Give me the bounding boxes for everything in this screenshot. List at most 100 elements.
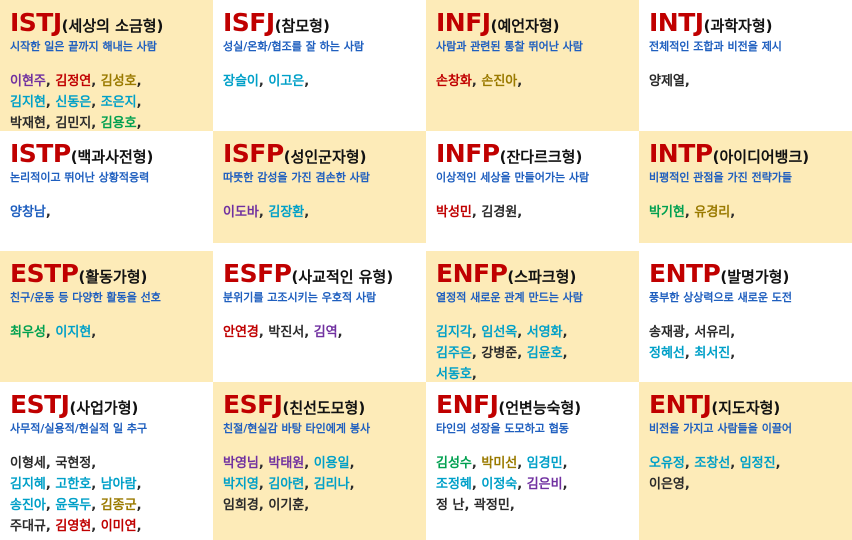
member-name: 이지현 <box>55 325 92 340</box>
member-name: 김아련 <box>268 477 305 492</box>
member-list: 박성민, 김경원, <box>436 202 633 223</box>
type-title: ISTP(백과사전형) <box>10 139 207 169</box>
member-row: 박기현, 유경리, <box>649 205 736 220</box>
type-description: 논리적이고 뛰어난 상황적응력 <box>10 171 150 184</box>
member-name: 이용일 <box>313 456 350 471</box>
type-description: 분위기를 고조시키는 우호적 사람 <box>223 291 377 304</box>
type-cell-estj: ESTJ(사업가형) 사무적/실용적/현실적 일 추구 이형세, 국현정, 김지혜,… <box>0 382 213 540</box>
member-name: 이도바 <box>223 205 259 220</box>
member-name: 송재광 <box>649 325 685 340</box>
member-name: 양제열 <box>649 74 685 89</box>
type-title: ESFJ(친선도모형) <box>223 390 420 420</box>
type-korean-name: (백과사전형) <box>70 148 154 166</box>
member-name: 김민지 <box>55 116 92 131</box>
type-description: 성실/온화/협조를 잘 하는 사람 <box>223 40 364 53</box>
member-row: 김지각, 임선옥, 서영화, <box>436 325 568 340</box>
type-title: INFJ(예언자형) <box>436 8 633 38</box>
member-name: 주대규 <box>10 519 46 534</box>
member-name: 김장환 <box>268 205 305 220</box>
member-name: 이고은 <box>268 74 305 89</box>
type-title: ENTP(발명가형) <box>649 259 846 289</box>
type-description: 열정적 새로운 관계 만드는 사람 <box>436 291 583 304</box>
member-row: 이현주, 김정연, 김성호, <box>10 74 142 89</box>
member-row: 임희경, 이기훈, <box>223 498 310 513</box>
member-row: 안연경, 박진서, 김역, <box>223 325 343 340</box>
member-name: 김성수 <box>436 456 472 471</box>
member-list: 양제열, <box>649 71 846 92</box>
type-korean-name: (과학자형) <box>703 17 773 35</box>
type-code: ENFP <box>436 259 508 288</box>
member-row: 서동호, <box>436 367 477 382</box>
member-name: 이현주 <box>10 74 46 89</box>
member-row: 양창남, <box>10 205 51 220</box>
type-cell-isfj: ISFJ(참모형) 성실/온화/협조를 잘 하는 사람 장슬이, 이고은, <box>213 0 426 131</box>
member-row: 이형세, 국현정, <box>10 456 97 471</box>
type-code: INFP <box>436 139 500 168</box>
member-list: 최우성, 이지현, <box>10 322 207 343</box>
type-title: ISTJ(세상의 소금형) <box>10 8 207 38</box>
type-title: ESTP(활동가형) <box>10 259 207 289</box>
section-divider <box>0 243 852 493</box>
member-name: 김리나 <box>313 477 350 492</box>
type-description: 비평적인 관점을 가진 전략가들 <box>649 171 793 184</box>
member-list: 이형세, 국현정, 김지혜, 고한호, 남아람, 송진아, 윤옥두, 김종군, … <box>10 453 207 537</box>
type-title: ENFJ(언변능숙형) <box>436 390 633 420</box>
member-name: 이미연 <box>100 519 137 534</box>
member-list: 양창남, <box>10 202 207 223</box>
member-name: 서동호 <box>436 367 472 382</box>
type-korean-name: (친선도모형) <box>282 399 366 417</box>
type-code: ESTP <box>10 259 79 288</box>
member-name: 유경리 <box>694 205 731 220</box>
member-name: 임선옥 <box>481 325 518 340</box>
member-row: 이도바, 김장환, <box>223 205 310 220</box>
type-title: ISFP(성인군자형) <box>223 139 420 169</box>
type-cell-entp: ENTP(발명가형) 풍부한 상상력으로 새로운 도전 송재광, 서유리, 정혜선,… <box>639 251 852 382</box>
type-cell-isfp: ISFP(성인군자형) 따뜻한 감성을 가진 겸손한 사람 이도바, 김장환, <box>213 131 426 243</box>
member-row: 주대규, 김영현, 이미연, <box>10 519 142 534</box>
member-row: 손창화, 손진아, <box>436 74 523 89</box>
type-code: ENTP <box>649 259 721 288</box>
type-cell-enfj: ENFJ(언변능숙형) 타인의 성장을 도모하고 협동 김성수, 박미선, 임경민,… <box>426 382 639 540</box>
member-name: 김정연 <box>55 74 92 89</box>
type-description: 사무적/실용적/현실적 일 추구 <box>10 422 148 435</box>
type-korean-name: (사업가형) <box>69 399 139 417</box>
member-name: 양창남 <box>10 205 46 220</box>
member-name: 최서진 <box>694 346 731 361</box>
member-name: 김역 <box>313 325 338 340</box>
member-name: 이형세 <box>10 456 46 471</box>
member-list: 송재광, 서유리, 정혜선, 최서진, <box>649 322 846 364</box>
type-description: 전체적인 조합과 비전을 제시 <box>649 40 782 53</box>
type-cell-intj: INTJ(과학자형) 전체적인 조합과 비전을 제시 양제열, <box>639 0 852 131</box>
member-name: 이기훈 <box>268 498 305 513</box>
member-row: 최우성, 이지현, <box>10 325 97 340</box>
member-list: 박영님, 박태원, 이용일, 박지영, 김아련, 김리나, 임희경, 이기훈, <box>223 453 420 516</box>
type-code: ESFJ <box>223 390 283 419</box>
member-row: 장슬이, 이고은, <box>223 74 310 89</box>
type-cell-infp: INFP(잔다르크형) 이상적인 세상을 만들어가는 사람 박성민, 김경원, <box>426 131 639 243</box>
type-code: ISTP <box>10 139 71 168</box>
member-row: 오유정, 조창선, 임정진, <box>649 456 781 471</box>
member-row: 양제열, <box>649 74 690 89</box>
type-korean-name: (사교적인 유형) <box>291 268 394 286</box>
type-code: ESFP <box>223 259 292 288</box>
member-name: 오유정 <box>649 456 685 471</box>
member-row: 박영님, 박태원, 이용일, <box>223 456 355 471</box>
member-name: 서유리 <box>694 325 731 340</box>
member-name: 송진아 <box>10 498 46 513</box>
type-description: 친구/운동 등 다양한 활동을 선호 <box>10 291 161 304</box>
member-name: 김지각 <box>436 325 472 340</box>
member-name: 고한호 <box>55 477 92 492</box>
type-description: 친절/현실감 바탕 타인에게 봉사 <box>223 422 371 435</box>
member-name: 김지혜 <box>10 477 46 492</box>
member-name: 김지현 <box>10 95 46 110</box>
member-name: 김은비 <box>526 477 563 492</box>
type-korean-name: (성인군자형) <box>283 148 367 166</box>
member-name: 이은영 <box>649 477 685 492</box>
type-code: ENTJ <box>649 390 712 419</box>
member-row: 정 난, 곽정민, <box>436 498 515 513</box>
member-name: 박성민 <box>436 205 472 220</box>
member-list: 장슬이, 이고은, <box>223 71 420 92</box>
member-row: 송진아, 윤옥두, 김종군, <box>10 498 142 513</box>
